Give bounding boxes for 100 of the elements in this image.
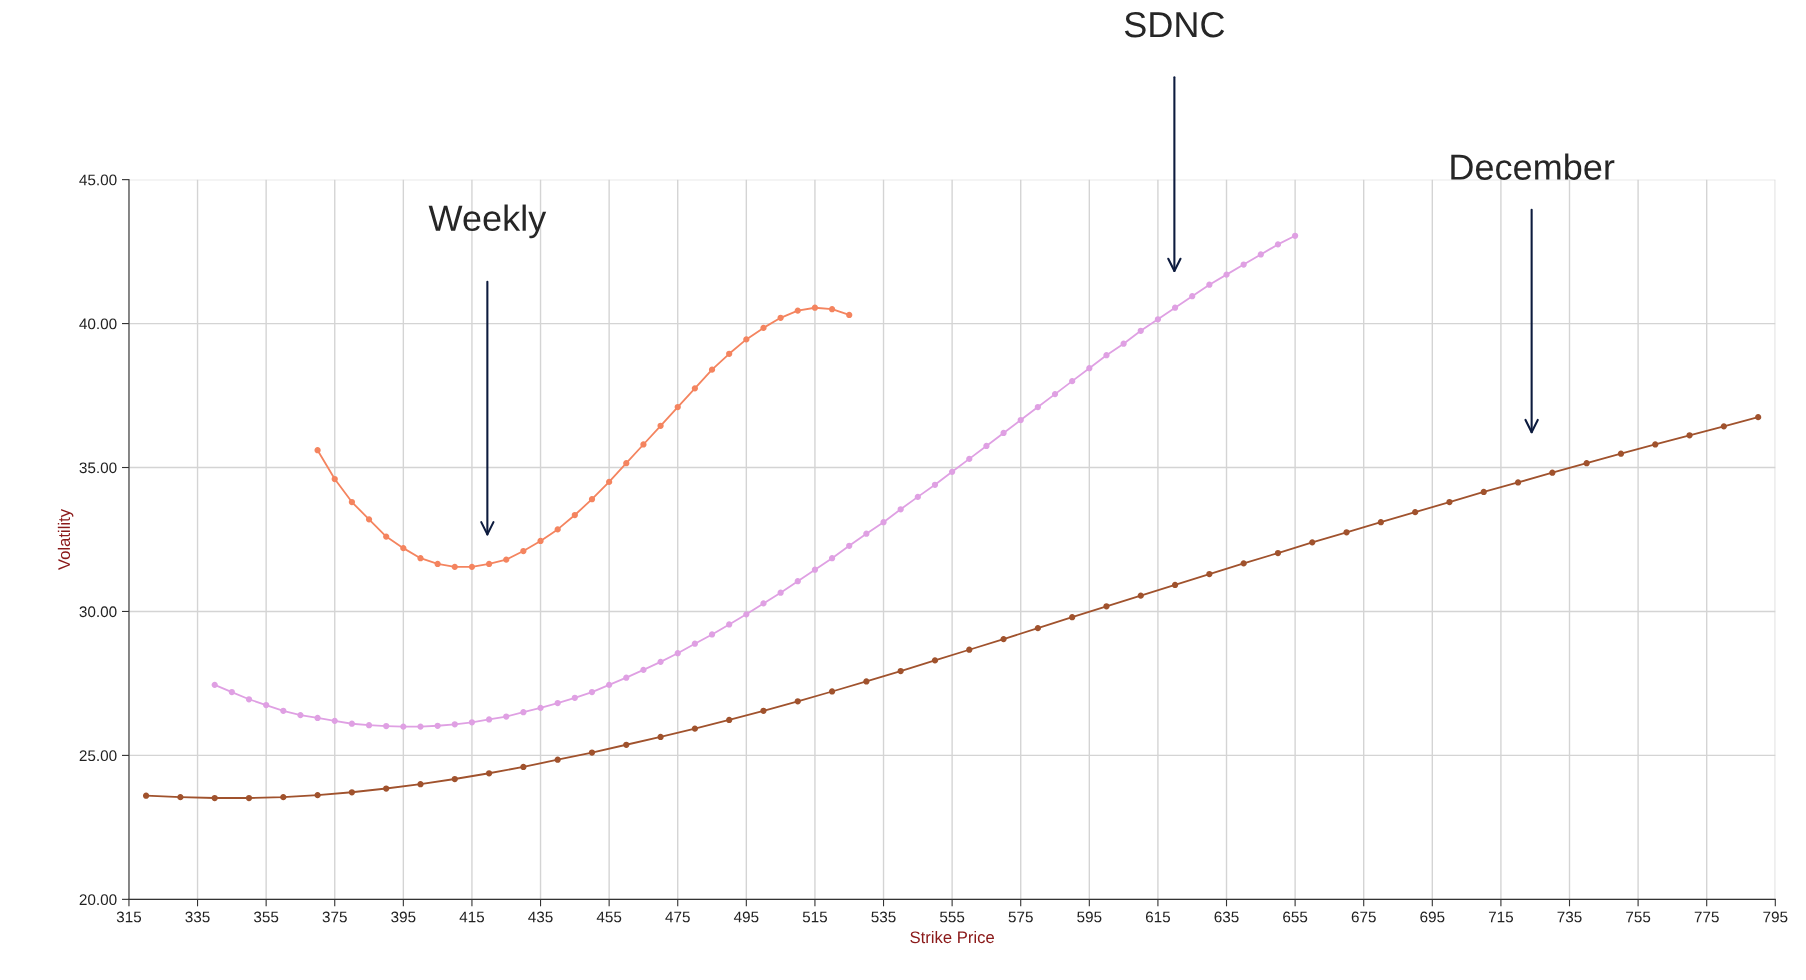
point <box>1000 635 1007 643</box>
point <box>1240 560 1247 567</box>
point <box>811 304 819 311</box>
y-tick-label: 40.00 <box>79 318 117 330</box>
x-tick-label: 615 <box>1145 911 1171 923</box>
point <box>245 794 253 802</box>
x-tick-label: 795 <box>1763 911 1788 923</box>
x-tick-label: 635 <box>1214 911 1239 923</box>
point <box>1412 509 1419 516</box>
x-tick-label: 415 <box>459 911 485 923</box>
x-tick-label: 755 <box>1626 911 1651 923</box>
point <box>897 667 904 675</box>
point <box>1377 519 1384 526</box>
y-axis-title: Volatility <box>57 508 74 570</box>
point <box>674 403 681 411</box>
point <box>726 716 733 724</box>
point <box>606 478 613 486</box>
point <box>348 498 356 506</box>
point <box>451 775 458 783</box>
x-tick-label: 335 <box>185 911 210 923</box>
x-tick-label: 515 <box>802 911 828 923</box>
point <box>657 422 664 429</box>
point <box>503 556 510 563</box>
point <box>142 792 150 799</box>
x-tick-label: 775 <box>1694 911 1719 923</box>
x-tick-label: 675 <box>1351 911 1376 923</box>
point <box>1755 414 1762 421</box>
x-tick-label: 475 <box>665 911 690 923</box>
point <box>571 511 578 519</box>
point <box>1309 539 1316 546</box>
x-tick-label: 735 <box>1557 911 1582 923</box>
x-tick-label: 595 <box>1077 911 1102 923</box>
point <box>640 441 647 448</box>
point <box>417 781 424 788</box>
point <box>383 785 390 792</box>
x-tick-label: 495 <box>733 911 759 923</box>
text: SDNC <box>1124 11 1225 38</box>
y-tick-label: 30.00 <box>79 606 117 618</box>
point <box>1171 581 1179 589</box>
point <box>537 537 544 545</box>
point <box>383 533 390 540</box>
point <box>400 545 407 552</box>
point <box>1617 450 1625 457</box>
x-tick-label: 715 <box>1488 911 1514 923</box>
point <box>314 792 321 799</box>
x-tick-label: 355 <box>253 911 279 923</box>
point <box>1343 529 1350 536</box>
annotation: Weekly <box>428 204 547 239</box>
point <box>485 770 493 777</box>
annotation: December <box>1451 153 1615 180</box>
point <box>211 794 218 802</box>
point <box>1446 498 1453 506</box>
x-tick-label: 315 <box>116 911 142 923</box>
point <box>520 547 527 555</box>
point <box>743 336 750 343</box>
point <box>708 366 716 373</box>
point <box>777 314 784 321</box>
x-tick-label: 555 <box>939 911 965 923</box>
point <box>177 794 184 801</box>
point <box>417 555 424 562</box>
point <box>485 560 493 568</box>
point <box>931 657 939 664</box>
point <box>1103 603 1110 610</box>
point <box>726 350 733 357</box>
point <box>623 460 630 467</box>
x-tick-label: 695 <box>1420 911 1445 923</box>
point <box>1069 614 1076 621</box>
point <box>1034 625 1041 632</box>
point <box>280 794 287 801</box>
point <box>657 733 664 741</box>
point <box>1206 570 1213 578</box>
x-tick-label: 395 <box>391 911 416 923</box>
point <box>314 447 321 454</box>
point <box>1137 592 1144 599</box>
point <box>554 756 561 763</box>
point <box>365 516 373 523</box>
y-tick-label: 20.00 <box>79 894 117 906</box>
x-tick-label: 435 <box>528 911 553 923</box>
x-tick-label: 375 <box>322 911 347 923</box>
point <box>828 306 836 313</box>
point <box>331 475 338 483</box>
point <box>760 324 767 332</box>
x-axis-title: Strike Price <box>910 930 994 944</box>
y-tick-label: 45.00 <box>79 174 117 186</box>
point <box>1720 423 1727 430</box>
point <box>863 678 870 685</box>
point <box>846 311 853 319</box>
point <box>451 563 458 570</box>
x-tick-label: 655 <box>1283 911 1308 923</box>
point <box>1514 479 1522 486</box>
x-tick-label: 535 <box>871 911 896 923</box>
point <box>1686 432 1693 439</box>
point <box>468 563 476 570</box>
point <box>1583 460 1590 467</box>
point <box>348 789 356 796</box>
point <box>623 741 630 748</box>
point <box>554 526 561 533</box>
point <box>760 707 767 714</box>
point <box>691 385 699 392</box>
point <box>1549 469 1556 476</box>
